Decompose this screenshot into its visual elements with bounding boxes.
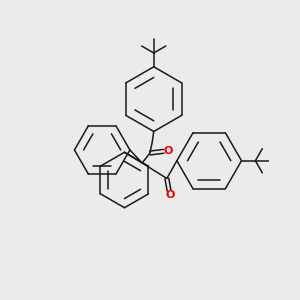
Text: O: O xyxy=(164,146,173,156)
Text: O: O xyxy=(165,190,175,200)
